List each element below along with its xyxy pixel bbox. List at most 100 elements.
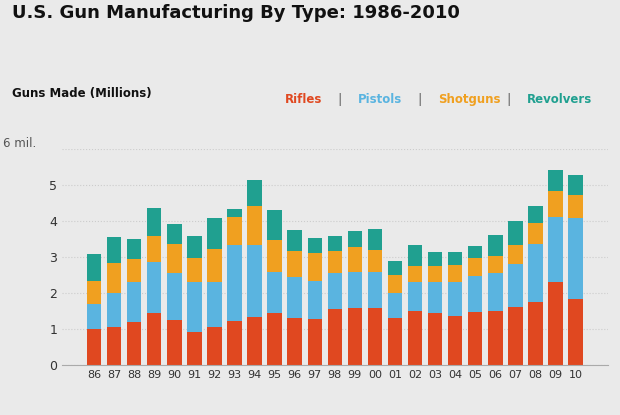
Bar	[569, 299, 583, 365]
Bar	[508, 245, 523, 264]
Bar	[228, 245, 242, 321]
Text: Guns Made (Millions): Guns Made (Millions)	[12, 87, 152, 100]
Text: Rifles: Rifles	[285, 93, 322, 106]
Bar	[147, 262, 161, 313]
Bar	[107, 293, 122, 327]
Bar	[87, 329, 101, 365]
Bar	[308, 319, 322, 365]
Bar	[87, 281, 101, 304]
Bar	[548, 191, 563, 217]
Bar	[267, 240, 282, 272]
Bar	[288, 251, 302, 277]
Bar	[348, 247, 362, 272]
Bar	[428, 266, 442, 283]
Bar	[107, 237, 122, 263]
Bar	[267, 272, 282, 313]
Bar	[187, 332, 202, 365]
Bar	[348, 232, 362, 247]
Bar	[247, 245, 262, 317]
Bar	[508, 221, 523, 245]
Bar	[348, 308, 362, 365]
Bar	[488, 273, 503, 310]
Bar	[127, 239, 141, 259]
Bar	[187, 236, 202, 258]
Text: Pistols: Pistols	[358, 93, 402, 106]
Bar	[127, 283, 141, 322]
Bar	[147, 313, 161, 365]
Bar	[107, 263, 122, 293]
Bar	[207, 249, 221, 283]
Bar	[267, 313, 282, 365]
Bar	[368, 272, 382, 308]
Bar	[288, 230, 302, 251]
Bar	[167, 320, 182, 365]
Bar	[508, 307, 523, 365]
Bar	[488, 310, 503, 365]
Bar	[288, 318, 302, 365]
Bar	[247, 206, 262, 245]
Bar	[408, 311, 422, 365]
Bar	[548, 283, 563, 365]
Bar	[127, 259, 141, 283]
Bar	[167, 244, 182, 273]
Bar	[87, 254, 101, 281]
Text: |: |	[334, 93, 346, 106]
Bar	[308, 281, 322, 319]
Bar	[327, 273, 342, 310]
Bar	[247, 317, 262, 365]
Bar	[388, 293, 402, 318]
Bar	[528, 223, 542, 244]
Bar	[247, 180, 262, 206]
Bar	[548, 170, 563, 191]
Bar	[368, 308, 382, 365]
Bar	[528, 244, 542, 302]
Bar	[408, 283, 422, 311]
Bar	[107, 327, 122, 365]
Bar	[388, 261, 402, 275]
Bar	[408, 245, 422, 266]
Text: Revolvers: Revolvers	[527, 93, 592, 106]
Bar	[228, 217, 242, 245]
Bar	[267, 210, 282, 240]
Bar	[327, 236, 342, 251]
Bar	[167, 273, 182, 320]
Bar	[528, 302, 542, 365]
Bar	[468, 258, 482, 276]
Bar	[167, 224, 182, 244]
Bar	[428, 252, 442, 266]
Text: |: |	[414, 93, 427, 106]
Bar	[388, 275, 402, 293]
Bar	[448, 251, 463, 265]
Bar	[468, 276, 482, 312]
Bar	[488, 234, 503, 256]
Bar	[228, 321, 242, 365]
Bar	[327, 251, 342, 273]
Bar	[207, 218, 221, 249]
Bar	[348, 272, 362, 308]
Bar	[468, 312, 482, 365]
Bar	[468, 246, 482, 258]
Bar	[187, 258, 202, 283]
Bar	[448, 283, 463, 315]
Bar	[428, 313, 442, 365]
Bar	[448, 315, 463, 365]
Bar	[147, 208, 161, 236]
Bar	[308, 253, 322, 281]
Text: |: |	[503, 93, 515, 106]
Bar	[569, 175, 583, 195]
Bar	[147, 236, 161, 262]
Text: 6 mil.: 6 mil.	[3, 137, 37, 150]
Bar	[428, 283, 442, 313]
Bar	[308, 238, 322, 253]
Bar	[127, 322, 141, 365]
Text: U.S. Gun Manufacturing By Type: 1986-2010: U.S. Gun Manufacturing By Type: 1986-201…	[12, 4, 460, 22]
Bar	[408, 266, 422, 283]
Bar	[288, 277, 302, 318]
Bar	[368, 229, 382, 250]
Bar	[569, 195, 583, 218]
Bar	[569, 218, 583, 299]
Bar	[187, 283, 202, 332]
Bar	[508, 264, 523, 307]
Bar	[528, 206, 542, 223]
Bar	[488, 256, 503, 273]
